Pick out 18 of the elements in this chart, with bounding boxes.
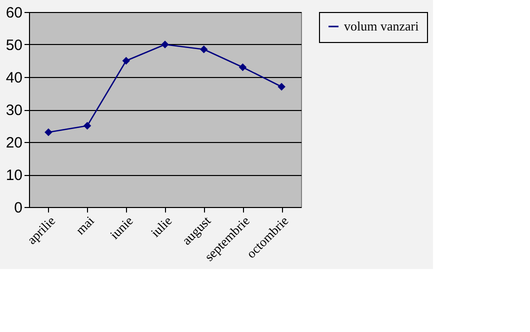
point	[122, 56, 130, 65]
x-tick-label: iulie	[148, 212, 175, 240]
y-tick-label: 60	[6, 4, 22, 22]
legend-label: volum vanzari	[344, 18, 420, 34]
y-tick-label: 30	[6, 102, 22, 119]
y-tick-label: 20	[6, 134, 22, 152]
point	[44, 128, 52, 136]
point	[200, 46, 208, 54]
point	[161, 40, 169, 48]
point	[83, 122, 92, 130]
point	[238, 63, 247, 72]
y-tick-label: 50	[6, 37, 22, 54]
x-tick-label: iunie	[106, 212, 136, 242]
x-tick-label: mai	[72, 212, 98, 238]
y-tick-label: 40	[6, 70, 22, 86]
point	[278, 82, 286, 91]
y-tick-label: 10	[6, 167, 22, 184]
y-tick-label: 0	[14, 200, 22, 216]
